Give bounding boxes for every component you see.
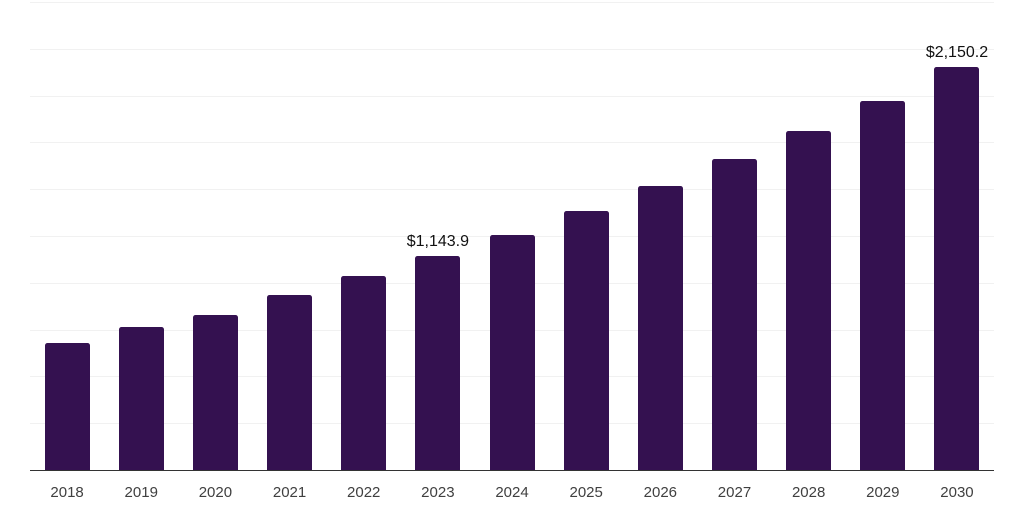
bar-2020[interactable]	[192, 315, 238, 470]
bar-band	[623, 2, 697, 470]
x-label-2027: 2027	[717, 484, 752, 501]
bar-band	[327, 2, 401, 470]
x-label-2025: 2025	[569, 484, 603, 501]
bar-band	[252, 2, 326, 470]
bar-2027[interactable]	[711, 159, 757, 470]
bar-2021[interactable]	[267, 294, 313, 470]
gridline	[30, 48, 994, 50]
bar-2022[interactable]	[341, 276, 387, 470]
bar-band	[30, 2, 104, 470]
x-label-2024: 2024	[495, 484, 529, 501]
x-label-2022: 2022	[347, 484, 381, 501]
x-label-2018: 2018	[50, 484, 84, 501]
gridline	[30, 2, 994, 3]
bar-band	[178, 2, 252, 470]
bar-2023[interactable]	[415, 255, 461, 470]
plot-area: $1,143.9 $2,150.2	[30, 2, 994, 471]
bar-2028[interactable]	[786, 130, 832, 470]
x-label-2030: 2030	[940, 484, 974, 501]
x-label-2020: 2020	[198, 484, 233, 501]
value-label-2023: $1,143.9	[406, 232, 469, 250]
x-label-2023: 2023	[421, 484, 455, 501]
x-label-2028: 2028	[791, 484, 826, 501]
x-label-2021: 2021	[272, 484, 307, 501]
bar-band	[549, 2, 623, 470]
bar-2029[interactable]	[860, 100, 906, 470]
bar-2019[interactable]	[118, 326, 164, 470]
bars-layer: $1,143.9 $2,150.2	[30, 2, 994, 470]
bar-band: $1,143.9	[401, 2, 475, 470]
bar-band	[846, 2, 920, 470]
bar-2030[interactable]	[934, 67, 980, 470]
gridline	[30, 142, 994, 144]
bar-2026[interactable]	[637, 186, 683, 470]
bar-band	[104, 2, 178, 470]
gridline	[30, 189, 994, 191]
bar-band	[697, 2, 771, 470]
bar-2024[interactable]	[489, 234, 535, 470]
x-axis: 2018 2019 2020 2021 2022 2023 2024 2025 2026 2027…	[30, 472, 994, 502]
x-label-2026: 2026	[643, 484, 678, 501]
bar-2025[interactable]	[563, 211, 609, 470]
bar-band	[772, 2, 846, 470]
bar-band: $2,150.2	[920, 2, 994, 470]
value-label-2030: $2,150.2	[925, 44, 989, 62]
x-label-2029: 2029	[866, 484, 900, 501]
x-label-2019: 2019	[124, 484, 158, 501]
bar-band	[475, 2, 549, 470]
bar-2018[interactable]	[44, 342, 90, 470]
gridline	[30, 95, 994, 97]
